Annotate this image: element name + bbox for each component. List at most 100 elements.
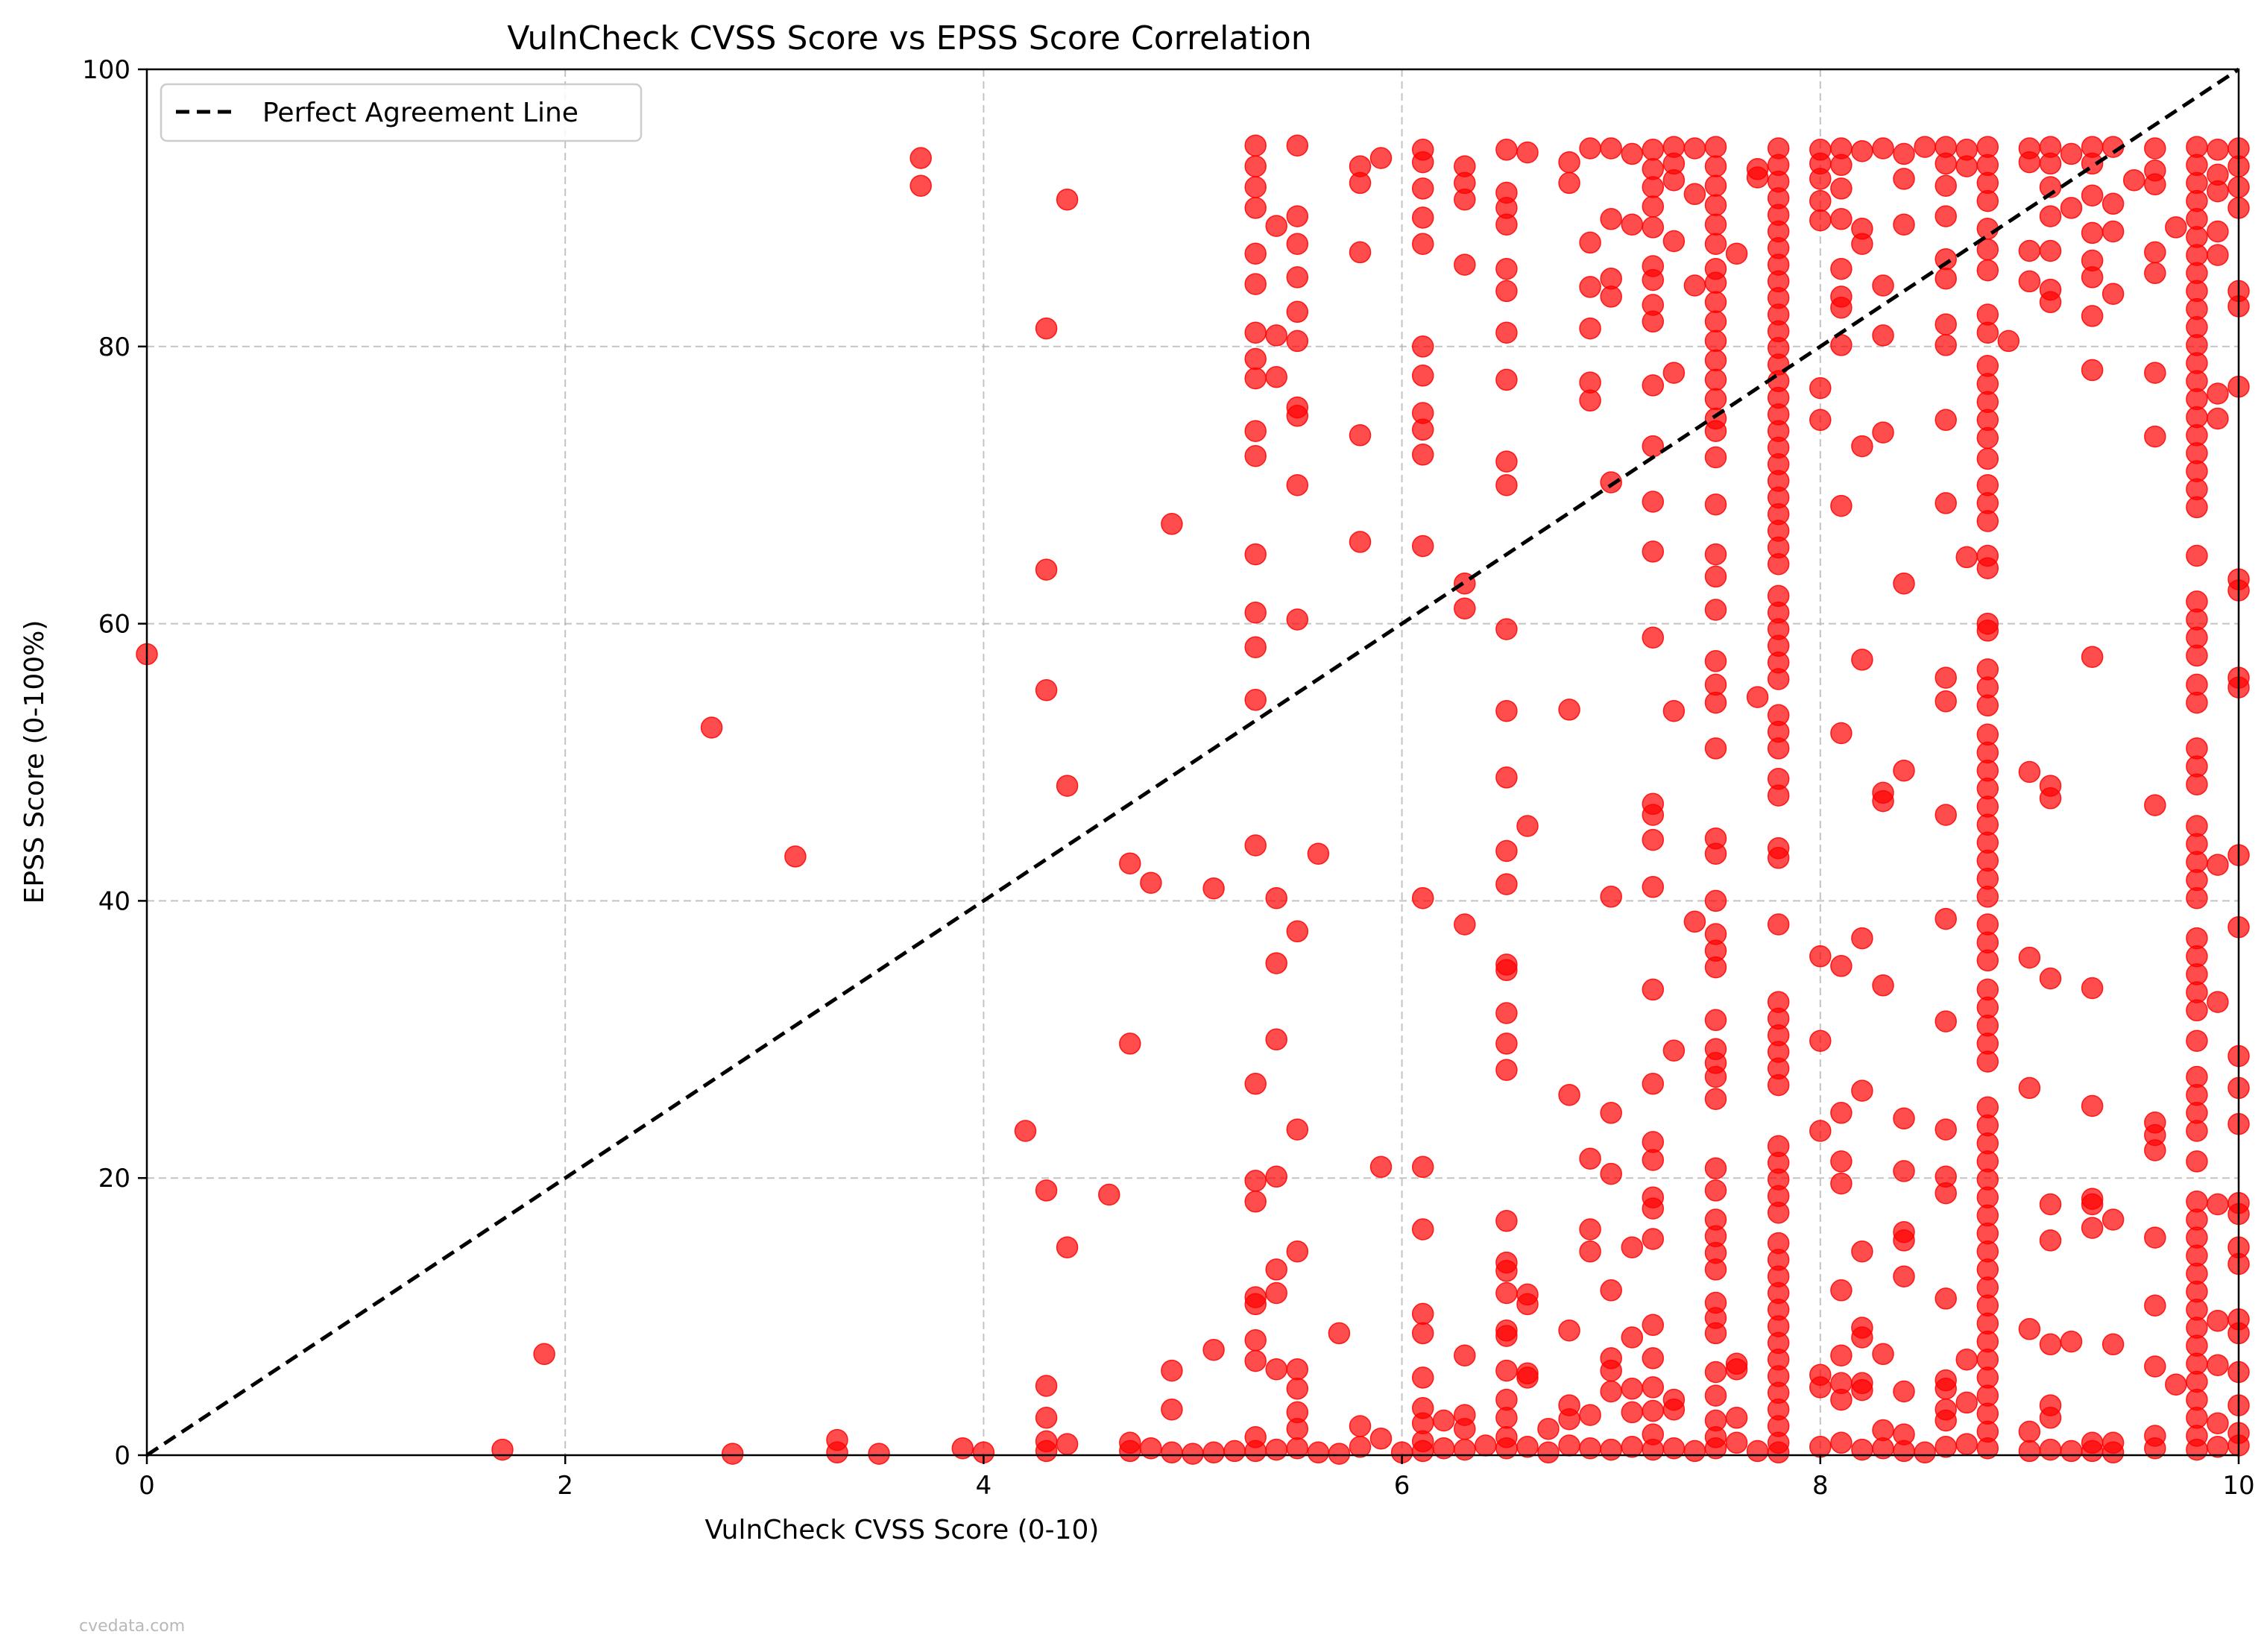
data-point (1851, 435, 1873, 458)
data-point (1662, 1398, 1686, 1421)
data-point (1307, 842, 1330, 865)
data-point (1349, 171, 1372, 195)
data-point (2081, 221, 2104, 245)
data-point (1704, 330, 1727, 353)
data-point (2207, 991, 2229, 1013)
data-point (1161, 513, 1183, 535)
data-point (1600, 1359, 1622, 1382)
data-point (1642, 1073, 1665, 1095)
data-point (1704, 493, 1727, 516)
data-point (1704, 1322, 1727, 1345)
data-point (1286, 266, 1309, 289)
data-point (1202, 1441, 1225, 1464)
data-point (2081, 1193, 2104, 1216)
data-point (1286, 205, 1309, 227)
data-point (1056, 1433, 1079, 1455)
data-point (1202, 877, 1225, 900)
data-point (1955, 1433, 1978, 1455)
data-point (1642, 1438, 1665, 1461)
data-point (1704, 446, 1727, 469)
data-point (1119, 1032, 1141, 1055)
data-point (1454, 913, 1476, 936)
data-point (1935, 1436, 1957, 1458)
data-point (1830, 177, 1853, 200)
data-point (1369, 1156, 1393, 1179)
data-point (2039, 152, 2062, 175)
data-point (1642, 374, 1665, 397)
data-point (1893, 572, 1915, 595)
data-point (1830, 494, 1853, 517)
data-point (1558, 1319, 1580, 1342)
y-axis-label: EPSS Score (0-100%) (19, 620, 50, 904)
data-point (1244, 1170, 1267, 1192)
data-point (909, 174, 932, 197)
data-point (1935, 152, 1957, 175)
data-point (1265, 365, 1287, 388)
data-point (1244, 1328, 1267, 1352)
data-point (2081, 266, 2104, 289)
data-point (2207, 1309, 2229, 1332)
data-point (1725, 1431, 1748, 1454)
data-point (1349, 241, 1372, 264)
data-point (1851, 139, 1873, 163)
data-point (1411, 1366, 1434, 1389)
data-point (2102, 283, 2125, 305)
data-point (1454, 253, 1476, 276)
data-point (1809, 1030, 1832, 1052)
data-point (1600, 286, 1622, 308)
data-point (1411, 1322, 1434, 1345)
data-point (1746, 1440, 1769, 1463)
data-point (2102, 1208, 2125, 1231)
data-point (1976, 949, 1999, 972)
data-point (2144, 1437, 2166, 1460)
data-point (1495, 1002, 1518, 1024)
watermark: cvedata.com (79, 1617, 185, 1636)
data-point (1600, 1162, 1622, 1185)
data-point (1244, 689, 1267, 711)
data-point (1935, 1409, 1957, 1432)
data-point (2144, 241, 2166, 264)
data-point (1935, 409, 1957, 432)
data-point (2018, 760, 2041, 784)
x-tick-label: 10 (2222, 1471, 2254, 1501)
data-point (1976, 447, 1999, 470)
data-point (1893, 1380, 1915, 1403)
data-point (1935, 1010, 1957, 1032)
data-point (1600, 471, 1622, 494)
data-point (1244, 420, 1267, 442)
data-point (826, 1441, 848, 1464)
x-axis-ticks: 0 2 4 6 8 10 (139, 1455, 2255, 1501)
data-point (1098, 1183, 1120, 1206)
data-point (1035, 679, 1058, 702)
data-point (1704, 1384, 1727, 1407)
data-point (1244, 347, 1267, 371)
data-point (1244, 1293, 1267, 1316)
data-point (2081, 184, 2104, 206)
data-point (1600, 1102, 1622, 1124)
data-point (868, 1443, 890, 1465)
data-point (1286, 1437, 1309, 1460)
data-point (1495, 139, 1518, 161)
data-point (1704, 1437, 1727, 1460)
data-point (1976, 189, 1999, 212)
data-point (1767, 552, 1790, 576)
data-point (2144, 362, 2166, 384)
data-point (1683, 910, 1706, 933)
data-point (1495, 1281, 1518, 1305)
y-tick-label: 60 (98, 610, 130, 640)
data-point (1830, 334, 1853, 356)
data-point (2081, 359, 2104, 382)
data-point (1830, 1388, 1853, 1411)
data-point (1579, 1218, 1601, 1240)
data-point (1976, 1050, 1999, 1073)
data-point (1516, 815, 1539, 837)
data-point (1704, 155, 1727, 177)
data-point (1579, 137, 1601, 160)
data-point (1411, 206, 1434, 229)
data-point (1642, 978, 1665, 1001)
data-point (1537, 1417, 1560, 1440)
data-point (1014, 1120, 1037, 1142)
data-point (1454, 1417, 1476, 1440)
data-point (1244, 636, 1267, 658)
data-point (1495, 321, 1518, 344)
